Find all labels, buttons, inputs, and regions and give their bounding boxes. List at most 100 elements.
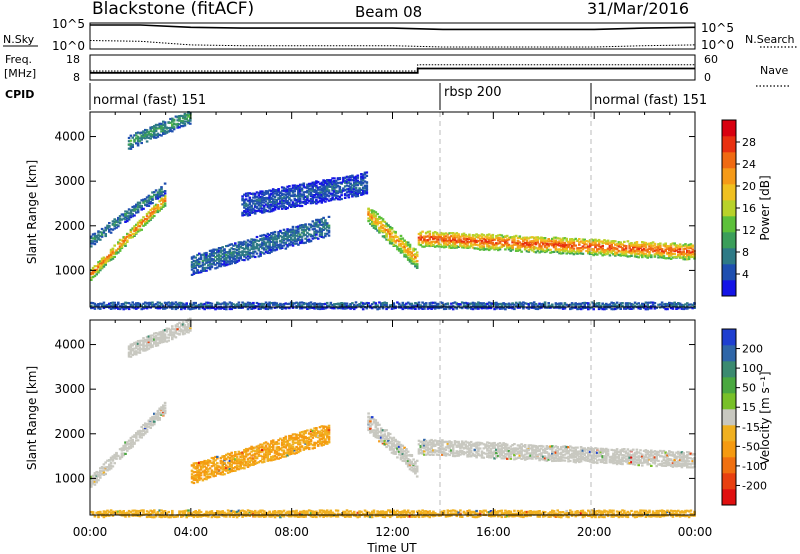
data-cell: [352, 307, 356, 311]
data-cell: [108, 463, 111, 466]
data-cell: [228, 257, 232, 260]
data-cell: [453, 233, 457, 236]
data-cell: [97, 266, 100, 269]
data-cell: [304, 223, 307, 226]
data-cell: [325, 179, 329, 182]
data-cell: [162, 132, 165, 135]
data-cell: [333, 307, 336, 310]
data-cell: [275, 200, 279, 203]
data-cell: [185, 328, 188, 332]
data-cell: [277, 231, 280, 234]
data-cell: [216, 462, 219, 465]
data-cell: [126, 212, 129, 215]
data-cell: [149, 129, 152, 132]
data-cell: [198, 307, 201, 310]
data-cell: [95, 235, 98, 238]
data-cell: [630, 250, 633, 253]
data-cell: [142, 341, 145, 344]
data-cell: [322, 181, 325, 184]
data-cell: [156, 193, 160, 196]
data-cell: [253, 194, 257, 197]
data-cell: [118, 248, 122, 251]
data-cell: [428, 235, 432, 238]
data-cell: [632, 303, 635, 306]
data-cell: [268, 237, 271, 240]
data-cell: [221, 462, 224, 465]
data-cell: [556, 250, 559, 253]
data-cell: [496, 234, 500, 237]
data-cell: [637, 249, 640, 252]
data-cell: [253, 255, 257, 259]
data-cell: [300, 224, 304, 227]
data-cell: [216, 466, 219, 469]
data-cell: [135, 303, 138, 306]
data-cell: [201, 261, 205, 264]
data-cell: [257, 244, 261, 247]
data-cell: [192, 466, 196, 469]
data-cell: [145, 428, 149, 431]
data-cell: [675, 304, 678, 307]
data-cell: [279, 246, 282, 249]
data-cell: [347, 196, 351, 199]
data-cell: [214, 305, 217, 308]
data-cell: [444, 232, 448, 235]
data-cell: [99, 231, 102, 234]
data-cell: [451, 236, 455, 239]
data-cell: [104, 472, 107, 476]
data-cell: [259, 250, 262, 254]
data-cell: [423, 245, 426, 248]
data-cell: [232, 457, 235, 460]
data-cell: [606, 247, 610, 250]
data-cell: [289, 230, 293, 233]
data-cell: [102, 231, 106, 234]
data-cell: [381, 230, 385, 233]
data-cell: [163, 122, 167, 125]
data-cell: [266, 245, 270, 248]
data-cell: [244, 251, 248, 254]
data-cell: [487, 242, 491, 245]
data-cell: [117, 242, 120, 245]
data-cell: [333, 180, 336, 183]
data-cell: [106, 259, 109, 262]
data-cell: [154, 197, 158, 200]
data-cell: [289, 240, 293, 243]
data-cell: [408, 243, 412, 246]
data-cell: [246, 449, 250, 452]
data-cell: [266, 251, 270, 254]
data-cell: [626, 250, 630, 253]
data-cell: [516, 302, 520, 306]
data-cell: [466, 302, 469, 305]
data-cell: [302, 224, 306, 227]
data-cell: [246, 252, 250, 255]
data-cell: [291, 184, 295, 187]
data-cell: [124, 239, 127, 242]
data-cell: [97, 263, 100, 266]
data-cell: [253, 306, 257, 310]
data-cell: [235, 303, 239, 306]
data-cell: [666, 251, 669, 254]
data-cell: [381, 231, 385, 234]
data-cell: [160, 406, 163, 409]
data-cell: [126, 232, 129, 235]
data-cell: [315, 202, 318, 205]
data-cell: [271, 244, 275, 248]
data-cell: [109, 248, 113, 251]
data-cell: [100, 266, 104, 269]
data-cell: [136, 138, 140, 141]
data-cell: [257, 207, 261, 210]
data-cell: [475, 235, 478, 239]
data-cell: [273, 189, 277, 192]
data-cell: [181, 321, 185, 324]
data-cell: [201, 259, 205, 263]
data-cell: [576, 308, 579, 311]
data-cell: [605, 250, 608, 253]
data-cell: [147, 335, 151, 338]
data-cell: [543, 244, 547, 247]
data-cell: [91, 240, 95, 243]
data-cell: [437, 236, 441, 239]
data-cell: [491, 241, 495, 245]
data-cell: [351, 178, 354, 181]
data-cell: [327, 179, 331, 182]
data-cell: [424, 243, 428, 246]
data-cell: [554, 245, 558, 248]
